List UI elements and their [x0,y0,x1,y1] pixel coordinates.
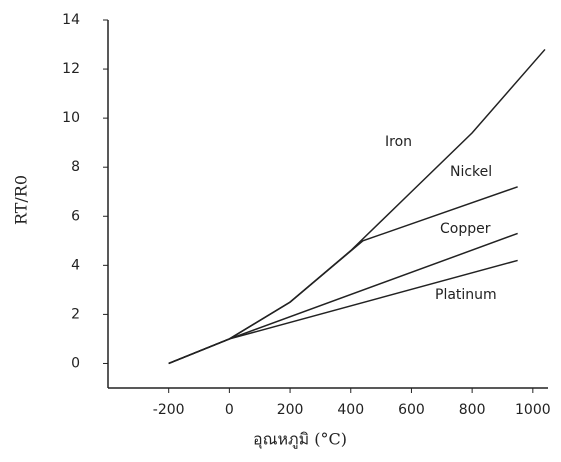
series-label: Platinum [435,287,497,303]
chart: อุณหภูมิ (°C) RT/R0 -2000200400600800100… [0,0,561,462]
y-tick-label: 12 [62,61,80,77]
y-tick-label: 10 [62,110,80,126]
series-label: Nickel [450,164,492,180]
y-tick-label: 6 [71,208,80,224]
x-tick-label: 600 [398,402,425,418]
y-tick-label: 8 [71,159,80,175]
y-tick-label: 4 [71,257,80,273]
y-axis-label: RT/R0 [12,175,31,225]
y-tick-label: 0 [71,355,80,371]
x-tick-label: 400 [337,402,364,418]
x-tick-label: -200 [153,402,185,418]
line [169,49,545,363]
x-tick-label: 200 [277,402,304,418]
series-label: Iron [385,134,412,150]
x-axis-label: อุณหภูมิ (°C) [253,430,347,450]
x-tick-label: 0 [225,402,234,418]
x-tick-label: 1000 [515,402,551,418]
y-tick-label: 14 [62,12,80,28]
y-tick-label: 2 [71,306,80,322]
series-label: Copper [440,221,491,237]
x-tick-label: 800 [459,402,486,418]
line [169,260,518,363]
